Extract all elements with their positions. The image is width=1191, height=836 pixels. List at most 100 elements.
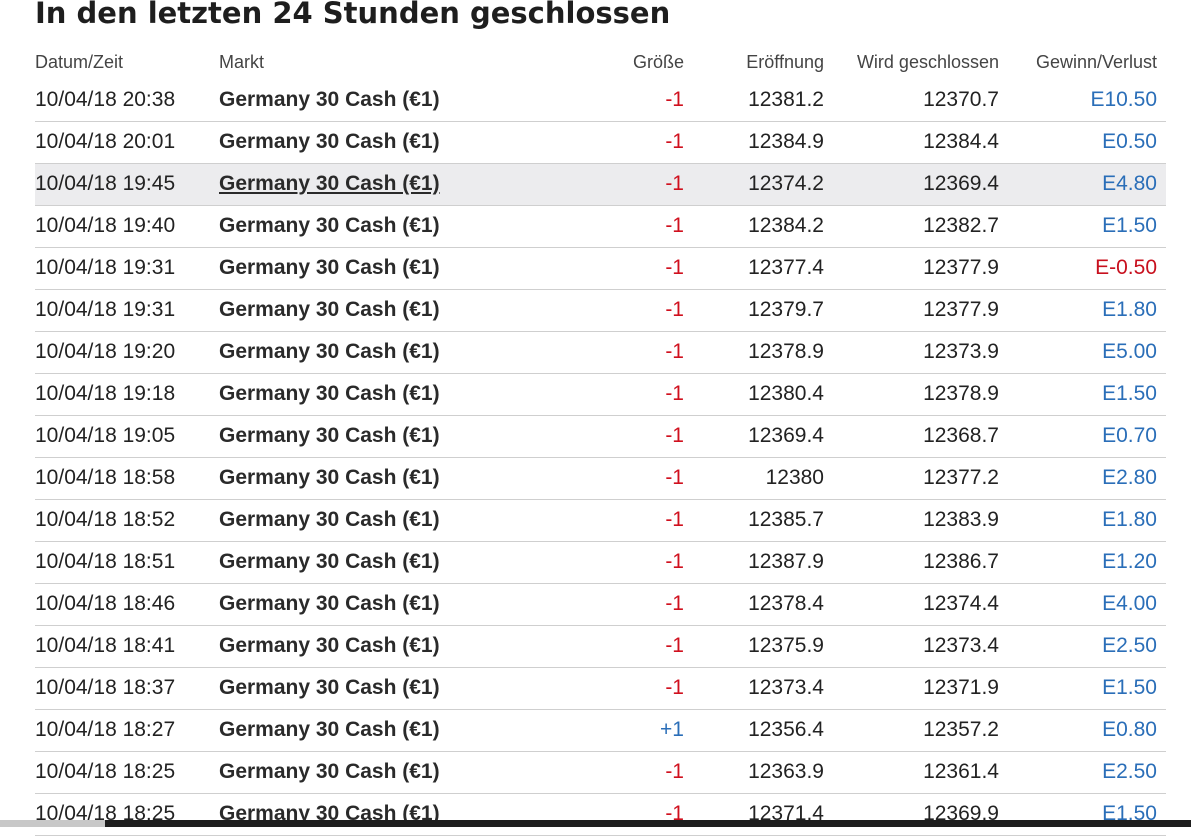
profit-loss: E0.80 <box>1102 718 1157 741</box>
open-price: 12378.9 <box>748 340 824 363</box>
column-header: Gewinn/Verlust <box>1035 52 1157 72</box>
size: -1 <box>665 676 684 699</box>
market[interactable]: Germany 30 Cash (€1) <box>219 760 440 783</box>
market[interactable]: Germany 30 Cash (€1) <box>219 802 440 825</box>
open-price: 12387.9 <box>748 550 824 573</box>
date-time: 10/04/18 19:31 <box>35 298 176 321</box>
market[interactable]: Germany 30 Cash (€1) <box>219 256 440 279</box>
size: -1 <box>665 130 684 153</box>
date-time: 10/04/18 18:52 <box>35 508 176 531</box>
close-price: 12377.9 <box>923 256 999 279</box>
scrollbar[interactable] <box>0 820 1191 827</box>
profit-loss: E-0.50 <box>1095 256 1157 279</box>
row-divider <box>35 499 1166 500</box>
row-divider <box>35 163 1166 164</box>
date-time: 10/04/18 19:31 <box>35 256 176 279</box>
close-price: 12373.4 <box>923 634 999 657</box>
close-price: 12384.4 <box>923 130 999 153</box>
date-time: 10/04/18 20:01 <box>35 130 176 153</box>
close-price: 12371.9 <box>923 676 999 699</box>
market[interactable]: Germany 30 Cash (€1) <box>219 340 440 363</box>
date-time: 10/04/18 18:58 <box>35 466 176 489</box>
open-price: 12378.4 <box>748 592 824 615</box>
row-divider <box>35 373 1166 374</box>
market[interactable]: Germany 30 Cash (€1) <box>219 424 440 447</box>
date-time: 10/04/18 18:51 <box>35 550 176 573</box>
size: -1 <box>665 634 684 657</box>
profit-loss: E2.50 <box>1102 634 1157 657</box>
size: +1 <box>660 718 684 741</box>
page-title: In den letzten 24 Stunden geschlossen <box>35 0 671 30</box>
profit-loss: E2.80 <box>1102 466 1157 489</box>
market[interactable]: Germany 30 Cash (€1) <box>219 592 440 615</box>
profit-loss: E10.50 <box>1090 88 1157 111</box>
market[interactable]: Germany 30 Cash (€1) <box>219 718 440 741</box>
open-price: 12371.4 <box>748 802 824 825</box>
profit-loss: E1.80 <box>1102 508 1157 531</box>
row-divider <box>35 751 1166 752</box>
market[interactable]: Germany 30 Cash (€1) <box>219 382 440 405</box>
close-price: 12370.7 <box>923 88 999 111</box>
close-price: 12377.9 <box>923 298 999 321</box>
row-divider <box>35 457 1166 458</box>
open-price: 12384.2 <box>748 214 824 237</box>
open-price: 12369.4 <box>748 424 824 447</box>
market[interactable]: Germany 30 Cash (€1) <box>219 88 440 111</box>
open-price: 12377.4 <box>748 256 824 279</box>
row-highlight <box>35 164 1166 205</box>
open-price: 12380 <box>765 466 824 489</box>
column-header: Eröffnung <box>746 52 824 72</box>
size: -1 <box>665 802 684 825</box>
market[interactable]: Germany 30 Cash (€1) <box>219 466 440 489</box>
date-time: 10/04/18 18:46 <box>35 592 176 615</box>
market[interactable]: Germany 30 Cash (€1) <box>219 298 440 321</box>
date-time: 10/04/18 19:18 <box>35 382 176 405</box>
open-price: 12373.4 <box>748 676 824 699</box>
date-time: 10/04/18 18:27 <box>35 718 176 741</box>
open-price: 12374.2 <box>748 172 824 195</box>
column-header: Datum/Zeit <box>35 52 124 72</box>
profit-loss: E1.50 <box>1102 802 1157 825</box>
profit-loss: E4.00 <box>1102 592 1157 615</box>
row-divider <box>35 709 1166 710</box>
column-header: Markt <box>219 52 264 72</box>
market[interactable]: Germany 30 Cash (€1) <box>219 676 440 699</box>
open-price: 12380.4 <box>748 382 824 405</box>
close-price: 12382.7 <box>923 214 999 237</box>
column-header: Wird geschlossen <box>856 52 999 72</box>
row-divider <box>35 667 1166 668</box>
row-divider <box>35 247 1166 248</box>
scrollbar-thumb[interactable] <box>0 820 105 827</box>
date-time: 10/04/18 19:05 <box>35 424 176 447</box>
profit-loss: E1.20 <box>1102 550 1157 573</box>
size: -1 <box>665 298 684 321</box>
market[interactable]: Germany 30 Cash (€1) <box>219 130 440 153</box>
column-header: Größe <box>632 52 684 72</box>
market[interactable]: Germany 30 Cash (€1) <box>219 508 440 531</box>
row-divider <box>35 205 1166 206</box>
open-price: 12384.9 <box>748 130 824 153</box>
date-time: 10/04/18 20:38 <box>35 88 176 111</box>
size: -1 <box>665 466 684 489</box>
open-price: 12356.4 <box>748 718 824 741</box>
market[interactable]: Germany 30 Cash (€1) <box>219 172 440 195</box>
date-time: 10/04/18 19:40 <box>35 214 176 237</box>
profit-loss: E1.50 <box>1102 382 1157 405</box>
profit-loss: E1.50 <box>1102 676 1157 699</box>
close-price: 12369.9 <box>923 802 999 825</box>
row-divider <box>35 625 1166 626</box>
date-time: 10/04/18 19:20 <box>35 340 176 363</box>
date-time: 10/04/18 18:37 <box>35 676 176 699</box>
size: -1 <box>665 760 684 783</box>
close-price: 12369.4 <box>923 172 999 195</box>
market[interactable]: Germany 30 Cash (€1) <box>219 214 440 237</box>
market[interactable]: Germany 30 Cash (€1) <box>219 550 440 573</box>
market[interactable]: Germany 30 Cash (€1) <box>219 634 440 657</box>
open-price: 12379.7 <box>748 298 824 321</box>
row-divider <box>35 793 1166 794</box>
row-divider <box>35 289 1166 290</box>
profit-loss: E0.50 <box>1102 130 1157 153</box>
profit-loss: E0.70 <box>1102 424 1157 447</box>
date-time: 10/04/18 18:25 <box>35 760 176 783</box>
close-price: 12374.4 <box>923 592 999 615</box>
